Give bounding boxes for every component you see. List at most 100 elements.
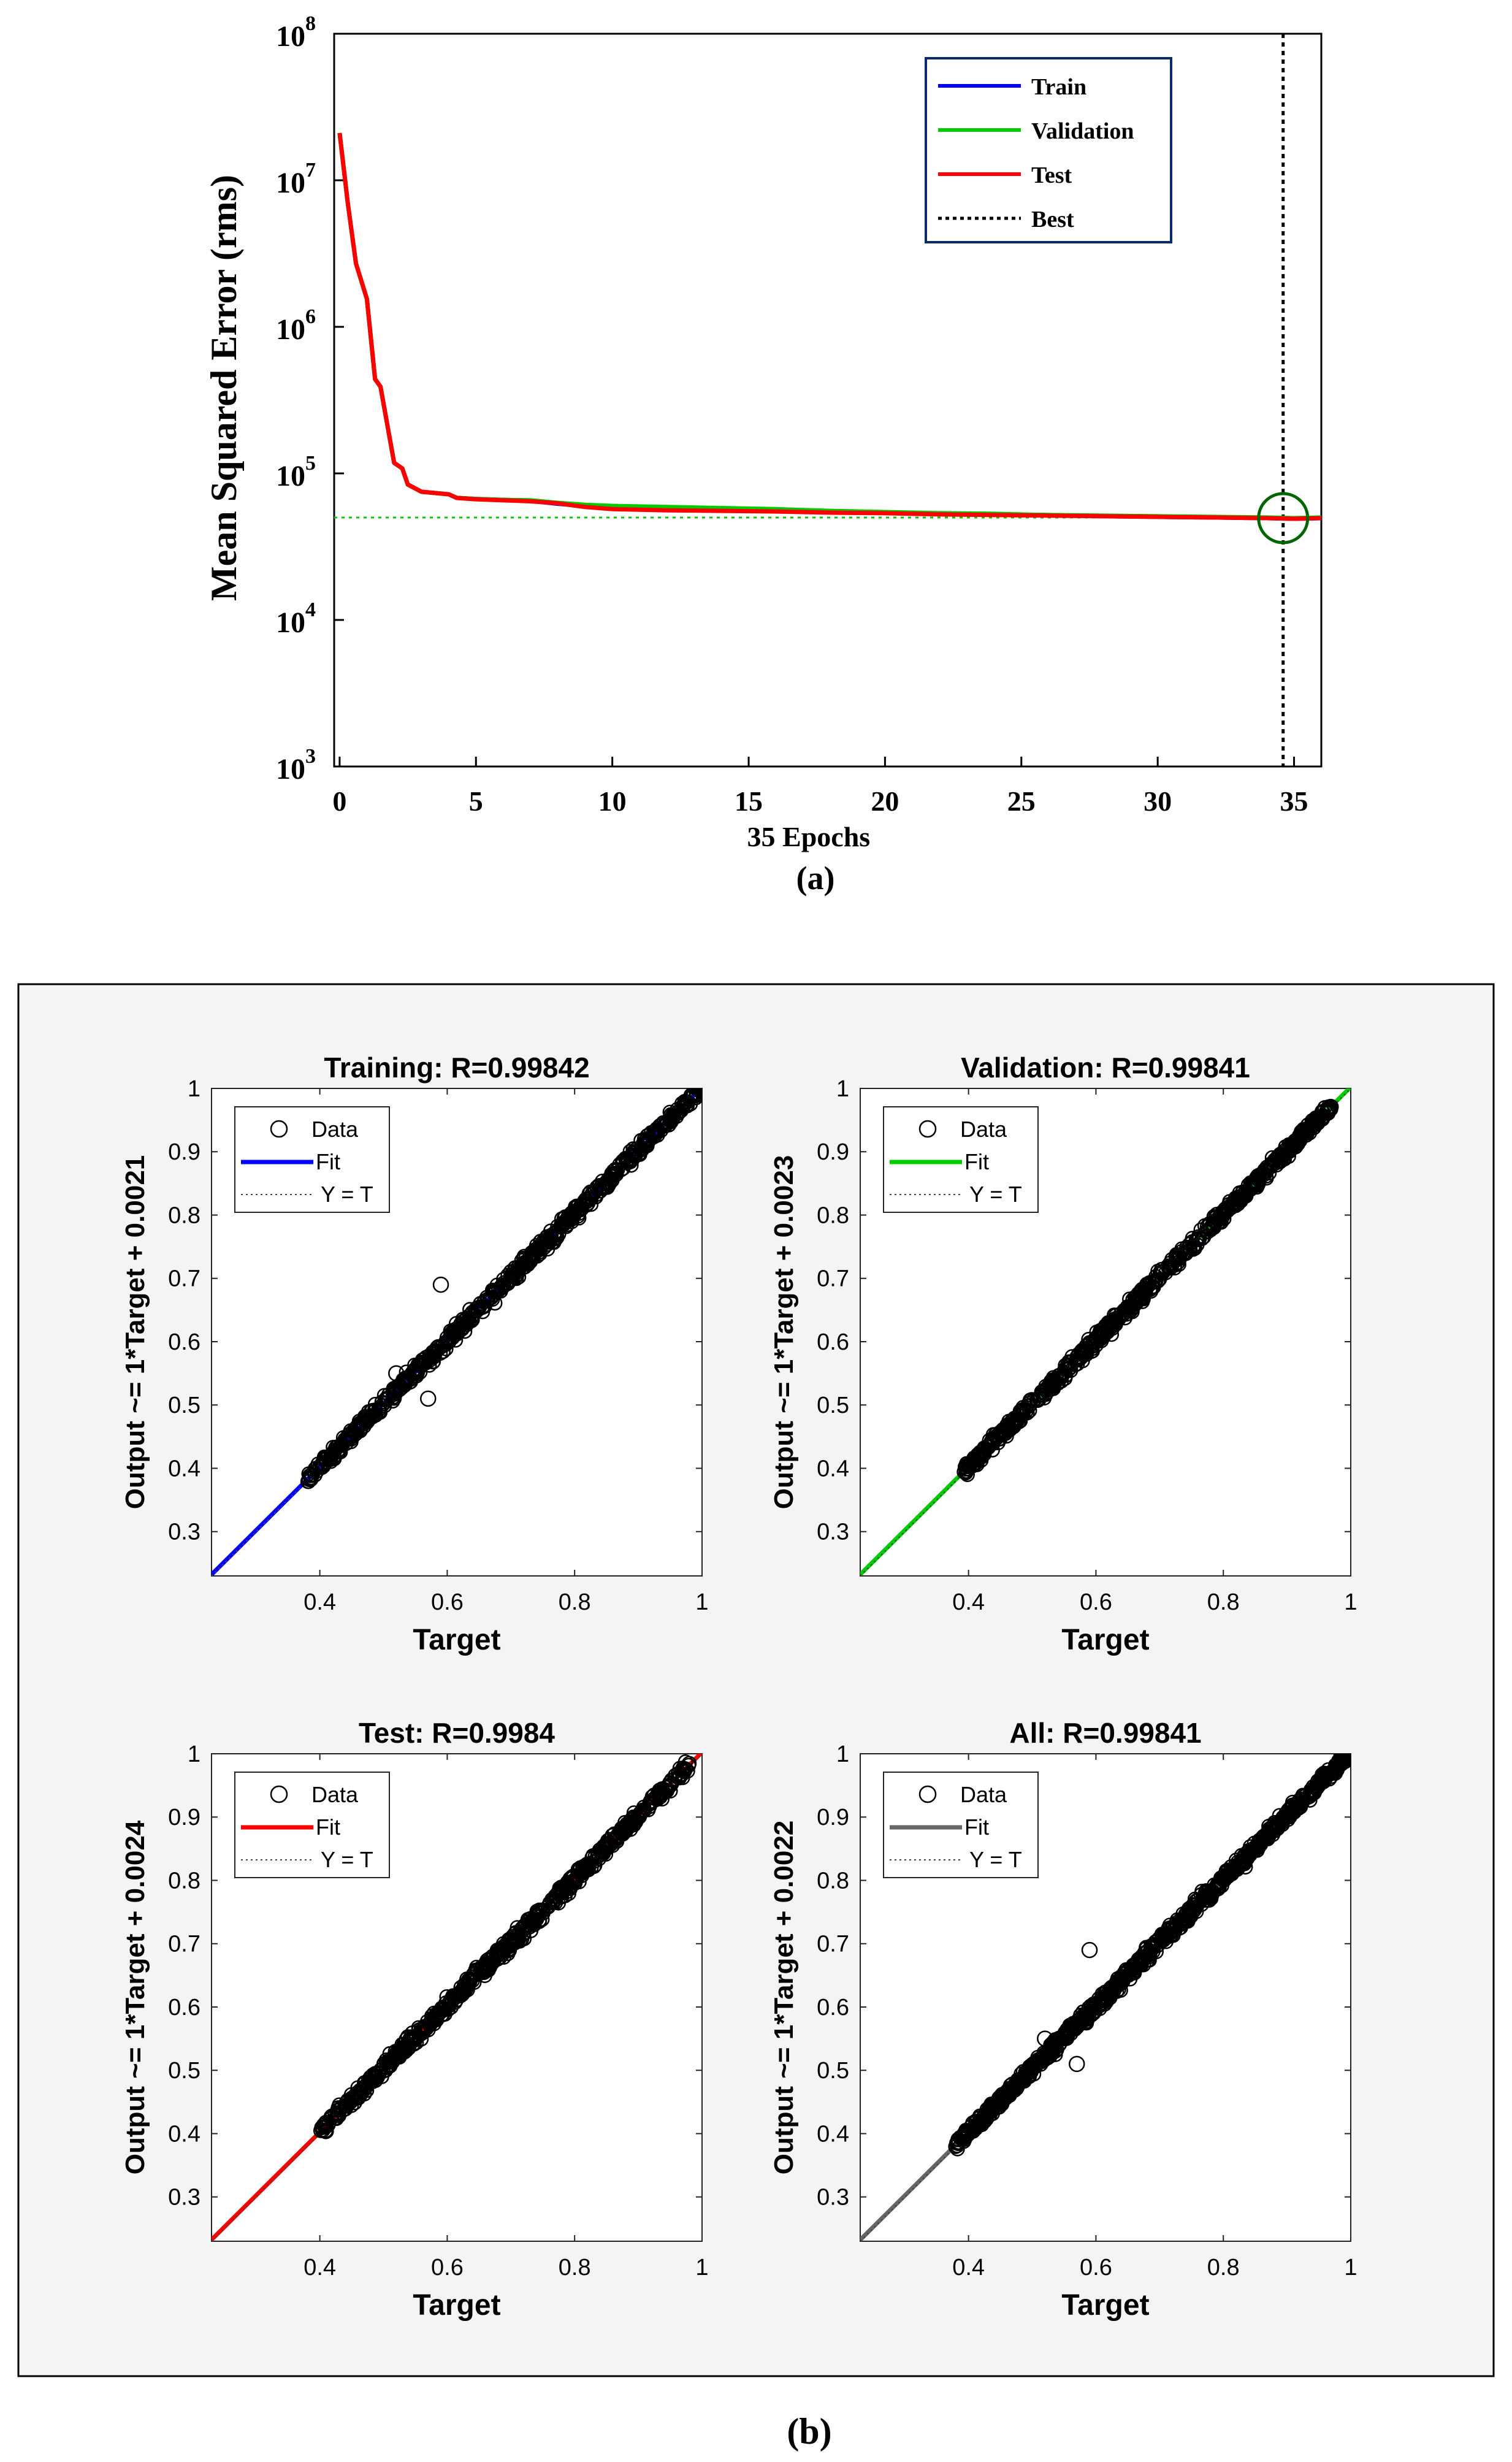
data-point: [1039, 2049, 1055, 2065]
data-point: [949, 2138, 965, 2154]
data-point: [1139, 1940, 1154, 1955]
data-point: [554, 1211, 570, 1227]
data-point: [591, 1181, 607, 1196]
data-point: [535, 1903, 551, 1918]
y-tick-label: 0.3: [168, 1520, 200, 1545]
data-point: [1312, 1111, 1327, 1126]
data-point: [532, 1241, 547, 1257]
y-tick-label: 0.4: [817, 1456, 849, 1481]
performance-plot: 0 5 10 15 20 25 30 35 103 104 105 106 107 108 35 Epoch…: [204, 12, 1323, 852]
x-tick-label: 0.8: [559, 1589, 591, 1615]
data-point: [652, 1783, 667, 1798]
data-point: [1107, 1311, 1123, 1326]
data-point: [958, 1465, 974, 1481]
data-point: [614, 1161, 629, 1177]
data-point: [524, 1252, 539, 1267]
data-point: [1146, 1940, 1161, 1955]
x-tick-label: 0.6: [1080, 2255, 1112, 2280]
data-point: [1262, 1159, 1278, 1174]
x-tick-label: 0.6: [431, 1589, 464, 1615]
data-point: [1261, 1165, 1277, 1181]
data-point: [529, 1237, 544, 1253]
data-point: [391, 2044, 407, 2059]
data-point: [381, 2059, 397, 2074]
x-tick-label: 30: [1144, 786, 1172, 817]
data-point: [590, 1849, 605, 1865]
x-axis-label: Target: [413, 1624, 500, 1656]
data-point: [673, 1101, 689, 1116]
data-point: [1185, 1242, 1201, 1257]
test-series-line: [337, 132, 1322, 521]
plot-content: [860, 1088, 1351, 1576]
plot-content: [860, 1754, 1351, 2241]
data-point-outlier: [1068, 2055, 1085, 2073]
data-point: [1181, 1901, 1197, 1916]
legend-label-yt: Y = T: [969, 1847, 1022, 1872]
legend-label-fit: Fit: [316, 1149, 340, 1174]
y-tick-label: 0.6: [168, 1329, 200, 1355]
plot-content: [212, 1754, 702, 2241]
data-point: [606, 1832, 622, 1848]
data-point: [444, 1991, 460, 2006]
data-point: [307, 1461, 323, 1477]
y-tick-label: 0.4: [817, 2121, 849, 2147]
data-point: [379, 1391, 394, 1406]
data-point: [350, 2080, 365, 2095]
plot-title: Training: R=0.99842: [324, 1052, 589, 1084]
y-tick-label: 0.9: [817, 1139, 849, 1165]
data-points: [948, 1754, 1351, 2157]
data-point: [523, 1911, 538, 1926]
data-point: [1002, 2078, 1018, 2093]
data-point: [540, 1229, 555, 1245]
data-point: [1294, 1793, 1309, 1808]
data-point: [362, 1410, 377, 1426]
data-point: [476, 1965, 492, 1980]
legend-label-fit: Fit: [964, 1814, 989, 1840]
legend: Data Fit Y = T: [883, 1772, 1039, 1878]
legend-label-fit: Fit: [964, 1149, 989, 1174]
data-point: [1066, 2017, 1082, 2032]
data-point: [984, 1434, 999, 1450]
x-tick-label: 0.8: [559, 2255, 591, 2280]
data-point: [1034, 1384, 1050, 1400]
data-point: [992, 1424, 1008, 1440]
data-point: [459, 1971, 475, 1987]
regression-plot-training: Training: R=0.99842 0.4 0.6 0.8 1 0.3 0.4 0.5 0.…: [120, 1052, 709, 1656]
legend-label-yt: Y = T: [969, 1182, 1022, 1207]
data-point: [616, 1161, 631, 1176]
data-point: [1239, 1185, 1254, 1201]
data-point: [1037, 2046, 1053, 2062]
y-axis-label: Output ~= 1*Target + 0.0022: [769, 1821, 799, 2175]
regression-plot-validation: Validation: R=0.99841 0.4 0.6 0.8 1 0.3 0.4 0.5…: [769, 1052, 1357, 1656]
x-tick-label: 35: [1280, 786, 1308, 817]
data-point: [671, 1103, 687, 1118]
data-point: [616, 1824, 632, 1839]
data-point: [327, 2110, 343, 2126]
plot-title: Validation: R=0.99841: [961, 1052, 1250, 1084]
data-point-outlier: [432, 1276, 449, 1293]
data-point: [344, 2093, 359, 2108]
data-point: [552, 1881, 568, 1896]
data-point: [1161, 1260, 1176, 1275]
data-point: [333, 1438, 348, 1453]
data-point: [397, 2044, 413, 2060]
legend-data-marker: [270, 1120, 288, 1138]
y-tick-label: 0.8: [168, 1202, 200, 1228]
data-point: [1281, 1805, 1297, 1821]
data-point: [1269, 1816, 1285, 1832]
data-point: [576, 1859, 592, 1874]
data-point: [592, 1842, 608, 1858]
best-marker: [1257, 492, 1310, 545]
legend-data-marker: [918, 1785, 937, 1803]
data-point: [1093, 1323, 1108, 1339]
y-tick-label: 1: [188, 1076, 200, 1102]
x-tick-label: 1: [1344, 1589, 1357, 1615]
y-tick-label: 106: [276, 305, 316, 346]
data-point: [1342, 1754, 1351, 1759]
y-axis-label: Output ~= 1*Target + 0.0021: [120, 1155, 150, 1510]
x-tick-label: 10: [598, 786, 627, 817]
data-point: [647, 1125, 662, 1141]
data-point: [524, 1245, 540, 1261]
data-point: [1290, 1136, 1306, 1152]
